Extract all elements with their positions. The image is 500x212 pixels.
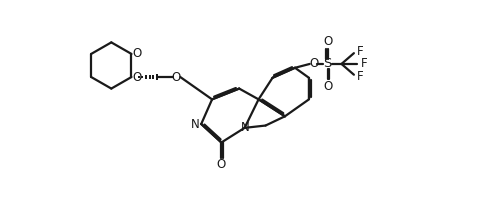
Text: O: O xyxy=(132,47,141,60)
Text: O: O xyxy=(172,71,181,84)
Text: O: O xyxy=(323,35,332,48)
Text: F: F xyxy=(357,45,364,58)
Text: O: O xyxy=(309,57,318,70)
Text: O: O xyxy=(132,71,141,84)
Text: O: O xyxy=(323,80,332,93)
Text: O: O xyxy=(217,158,226,171)
Text: F: F xyxy=(357,70,364,83)
Text: S: S xyxy=(324,57,332,70)
Text: F: F xyxy=(360,57,368,70)
Text: N: N xyxy=(190,117,200,131)
Text: N: N xyxy=(241,121,250,134)
